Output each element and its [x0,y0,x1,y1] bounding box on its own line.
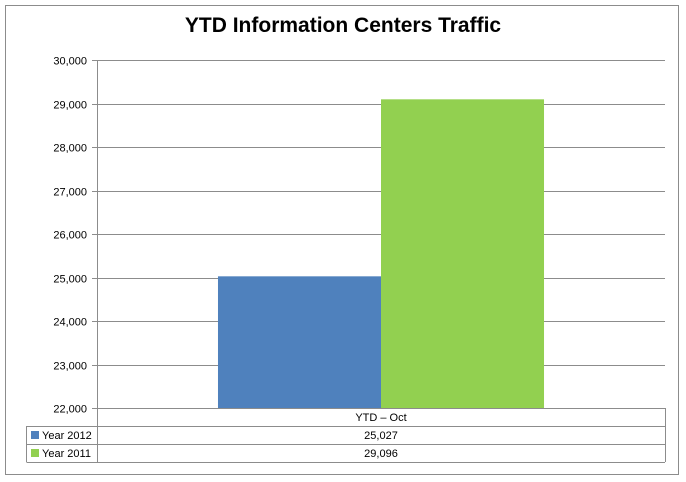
bar-year-2011 [381,99,545,408]
y-tick-label: 23,000 [53,361,87,373]
category-label: YTD – Oct [355,412,406,424]
legend-swatch [31,431,39,439]
y-tick-label: 29,000 [53,100,87,112]
y-tick-label: 22,000 [53,404,87,416]
bars [217,99,545,408]
y-tick-labels: 22,000 23,000 24,000 25,000 26,000 27,000 28,0… [53,56,87,416]
y-tick-label: 25,000 [53,274,87,286]
chart-title: YTD Information Centers Traffic [184,14,502,37]
y-tick-label: 28,000 [53,143,87,155]
y-tick-label: 24,000 [53,317,87,329]
bar-year-2012 [217,276,381,408]
legend-swatch [31,449,39,457]
data-label: 29,096 [364,448,398,460]
y-tick-label: 30,000 [53,56,87,68]
y-tick-label: 27,000 [53,187,87,199]
data-label: 25,027 [364,430,398,442]
data-table: YTD – Oct Year 2012 25,027 Year 2011 29,096 [26,408,666,463]
legend-label: Year 2012 [42,430,92,442]
y-tick-label: 26,000 [53,230,87,242]
legend-label: Year 2011 [42,448,91,460]
